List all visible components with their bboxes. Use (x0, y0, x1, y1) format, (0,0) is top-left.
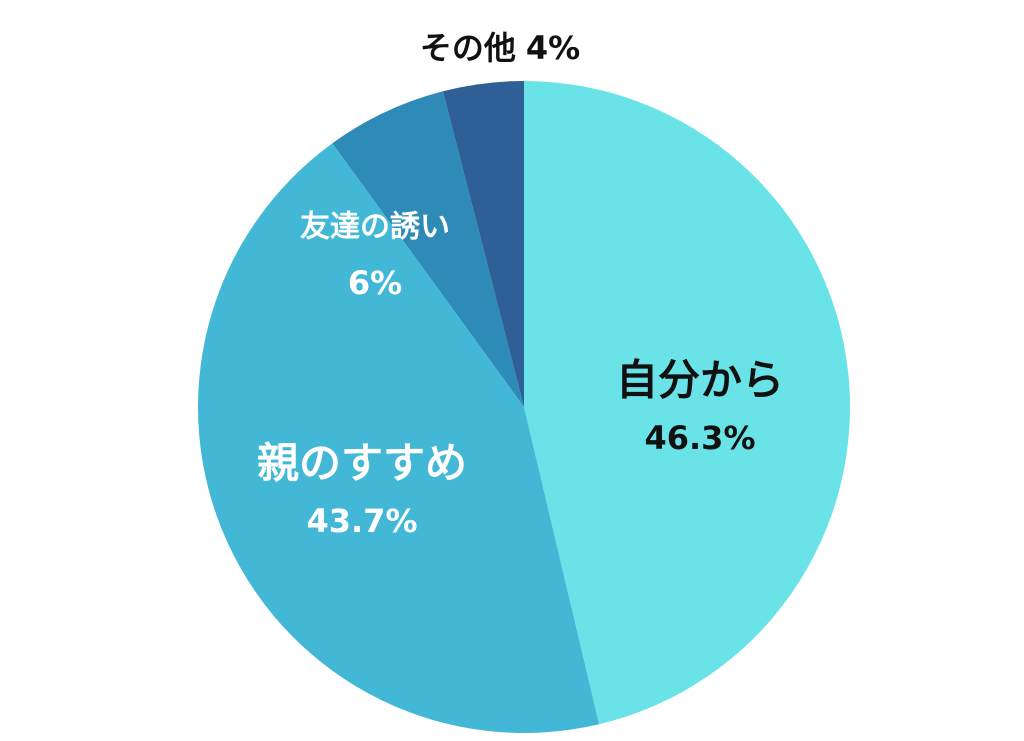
pie-slice (197, 143, 600, 734)
category-label: 自分から (616, 356, 784, 405)
pie-slice (524, 81, 850, 725)
pie-slice (332, 91, 524, 408)
value-label: 43.7% (306, 502, 417, 540)
category-label: 友達の誘い (300, 210, 450, 245)
category-label: その他 (420, 29, 516, 67)
slice-label: その他 4% (420, 29, 580, 67)
category-label: 親のすすめ (257, 439, 467, 488)
value-label: 46.3% (644, 419, 755, 457)
pie-slice (442, 81, 524, 407)
value-label: 4% (526, 29, 580, 67)
value-label: 6% (348, 264, 402, 302)
